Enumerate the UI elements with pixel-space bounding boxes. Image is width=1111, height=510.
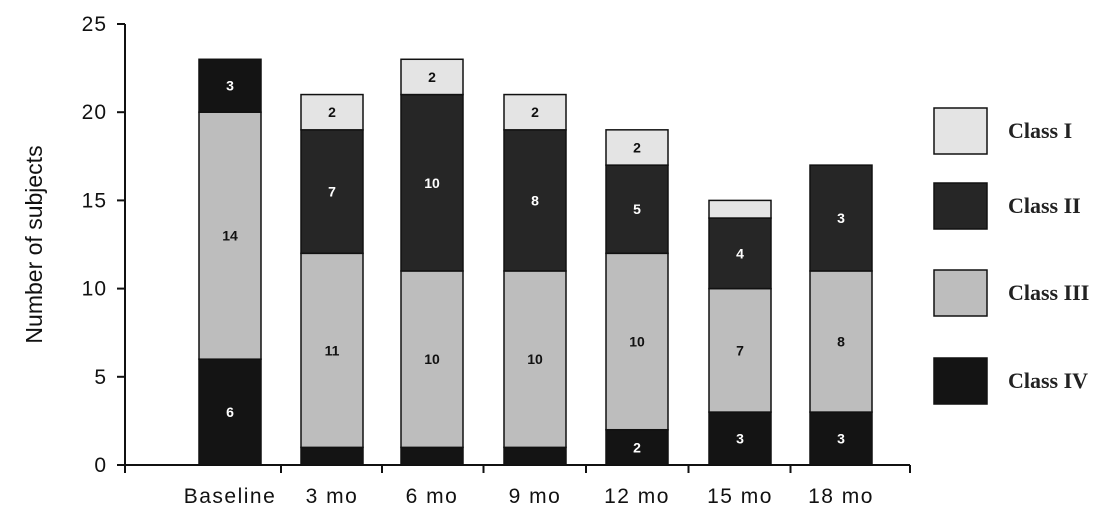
y-tick-label: 20 [82,101,107,124]
bar-segment [708,217,772,290]
bar-segment [605,129,669,166]
x-tick-label: 12 mo [604,485,670,508]
bar-segment [300,93,364,131]
bar-segment [503,93,567,131]
bar-segment [708,411,772,466]
bar-segment [708,199,772,219]
legend-swatch [933,269,988,317]
x-tick-label: 15 mo [707,485,773,508]
bar-value-label: 3 [837,431,845,447]
bar-value-label: 2 [328,104,336,120]
bar-segment [400,270,464,449]
bar-segment [400,93,464,272]
bar-value-label: 3 [736,431,744,447]
x-tick-label: 6 mo [406,485,459,508]
bar-segment [400,446,464,466]
bar-value-label: 3 [226,78,234,94]
segment-labels: 6 14 3 11 7 2 10 10 2 10 8 2 2 10 5 2 3 7 4 3 8 3 [222,69,845,455]
bar-value-label: 11 [325,342,340,358]
bar-value-label: 4 [736,245,744,261]
bar-segment [708,287,772,413]
bar-segment [503,446,567,466]
bar-value-label: 7 [736,342,744,358]
bar-value-label: 7 [328,184,336,200]
bar-segment [300,446,364,466]
bar-value-label: 2 [633,139,641,155]
y-tick-label: 10 [82,278,107,301]
x-tick-labels: Baseline 3 mo 6 mo 9 mo 12 mo 15 mo 18 mo [124,465,911,508]
bar-value-label: 14 [222,228,238,244]
bar-value-label: 2 [531,104,539,120]
x-tick-label: 9 mo [509,485,562,508]
x-tick-label: 3 mo [306,485,359,508]
y-tick-label: 5 [94,366,107,389]
bar-segment [198,358,262,466]
bar-segment [809,411,873,466]
y-ticks: 0 5 10 15 20 25 [82,13,125,477]
legend-label: Class IV [1008,368,1088,393]
bar-segment [400,58,464,96]
bar-value-label: 8 [531,192,539,208]
legend-label: Class III [1008,280,1089,305]
bar-segment [503,270,567,449]
y-tick-label: 25 [82,13,107,36]
bar-value-label: 3 [837,210,845,226]
x-tick-label: 18 mo [808,485,874,508]
bar-segment [809,270,873,413]
bar-value-label: 2 [633,439,641,455]
legend-label: Class II [1008,193,1081,218]
legend-swatch [933,182,988,230]
bar-value-label: 8 [837,334,845,350]
y-tick-label: 0 [94,454,107,477]
y-axis-label: Number of subjects [21,145,47,343]
bar-segment [809,164,873,272]
bar-segment [605,252,669,431]
y-tick-label: 15 [82,189,107,212]
bar-segment [198,58,262,113]
legend: Class I Class II Class III Class IV [933,107,1089,405]
bar-value-label: 5 [633,201,641,217]
bar-value-label: 10 [424,175,440,191]
bar-segment [198,111,262,360]
bars [198,58,873,466]
legend-label: Class I [1008,118,1072,143]
legend-swatch [933,357,988,405]
bar-segment [300,129,364,255]
bar-segment [300,252,364,449]
bar-value-label: 2 [428,69,436,85]
bar-segment [605,428,669,466]
bar-value-label: 10 [424,351,440,367]
bar-value-label: 10 [527,351,543,367]
bar-value-label: 10 [629,334,645,350]
legend-swatch [933,107,988,155]
bar-value-label: 6 [226,404,234,420]
x-tick-label: Baseline [184,485,277,508]
bar-segment [605,164,669,255]
